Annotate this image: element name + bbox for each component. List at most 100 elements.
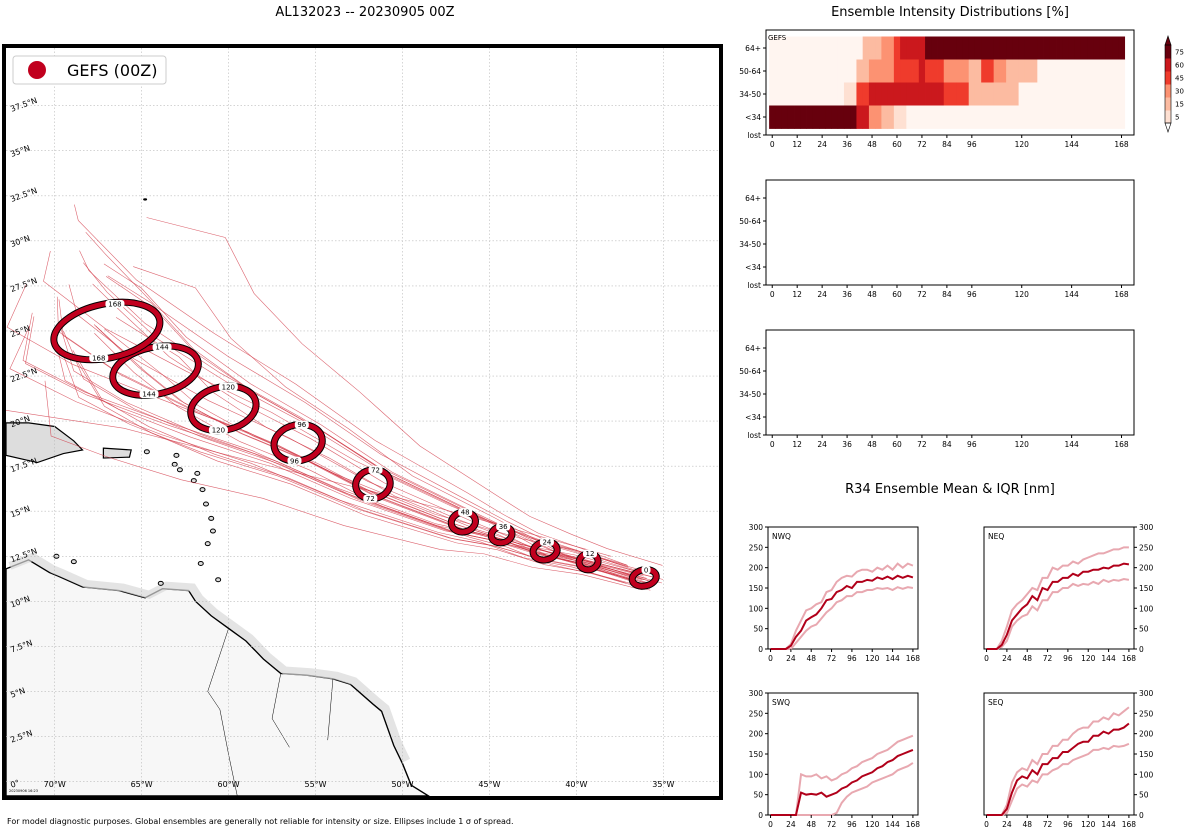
heat-cell <box>956 105 963 129</box>
hour-label-bg <box>496 522 511 531</box>
x-tick-label: 120 <box>1081 654 1096 663</box>
heat-cell <box>862 59 870 83</box>
hour-label: 72 <box>366 495 375 503</box>
heat-cell <box>775 59 782 83</box>
x-tick-label: 96 <box>847 654 857 663</box>
heat-cell <box>1118 59 1126 83</box>
heat-cell <box>987 59 995 83</box>
hour-label: 144 <box>155 344 169 352</box>
map-title: AL132023 -- 20230905 00Z <box>275 5 455 20</box>
x-tick-label: 24 <box>786 654 796 663</box>
heat-cell <box>862 105 870 129</box>
hour-label: 24 <box>542 538 551 546</box>
heat-cell <box>981 105 988 129</box>
heat-cell <box>937 105 945 129</box>
heat-cell <box>769 59 776 83</box>
x-tick-label: 60 <box>892 140 902 149</box>
heat-cell <box>950 36 957 60</box>
heat-cell <box>887 105 895 129</box>
heat-cell <box>1037 82 1044 106</box>
x-tick-label: 24 <box>817 290 827 299</box>
heat-cell <box>912 59 920 83</box>
heat-cell <box>1056 105 1063 129</box>
track-map: 012243648727296961201201441441681680°2.5… <box>2 44 723 800</box>
heat-cell <box>900 59 907 83</box>
x-tick-label: 24 <box>786 820 796 829</box>
y-tick-label: 100 <box>749 604 764 613</box>
heat-cell <box>1062 105 1069 129</box>
heat-cell <box>962 105 970 129</box>
heat-cell <box>1112 105 1119 129</box>
hour-label: 0 <box>644 566 648 574</box>
heat-cell <box>950 59 957 83</box>
heat-cell <box>962 82 970 106</box>
heat-cell <box>1099 59 1107 83</box>
heat-cell <box>806 82 814 106</box>
iqr-lower-line <box>770 586 914 650</box>
colorbar-tick-label: 60 <box>1175 62 1184 70</box>
x-tick-label: 96 <box>1063 654 1073 663</box>
hour-label: 36 <box>499 523 508 531</box>
hour-label-bg <box>208 426 228 435</box>
lat-label: 35°N <box>9 143 31 158</box>
heat-cell <box>1087 36 1094 60</box>
heat-cell <box>925 105 932 129</box>
panel-frame <box>765 179 1135 286</box>
heat-cell <box>1043 36 1051 60</box>
y-tick-label: lost <box>747 131 761 140</box>
heat-cell <box>962 59 970 83</box>
heat-cell <box>893 59 901 83</box>
r34-panel-seq: SEQ 0 50 100 150 200 250 300 0 24 48 72 96 120 144 168 <box>983 689 1154 829</box>
heat-cell <box>918 82 926 106</box>
heat-cell <box>769 105 776 129</box>
island <box>70 559 77 565</box>
hour-label-bg <box>363 494 378 503</box>
y-tick-label: 150 <box>749 750 764 759</box>
heat-cell <box>806 105 814 129</box>
x-tick-label: 0 <box>984 820 989 829</box>
heat-cell <box>1006 59 1013 83</box>
heat-cell <box>1037 105 1044 129</box>
heat-cell <box>875 59 882 83</box>
hour-label-bg <box>287 456 302 465</box>
x-tick-label: 96 <box>967 440 977 449</box>
heat-cell <box>943 36 951 60</box>
quadrant-label: SEQ <box>988 698 1003 707</box>
heat-cell <box>1043 59 1051 83</box>
ellipse-144h <box>110 343 201 398</box>
y-tick-label: 50-64 <box>739 217 761 226</box>
island <box>199 487 206 493</box>
heat-cell <box>781 36 789 60</box>
heat-cell <box>1056 82 1063 106</box>
lat-label: 22.5°N <box>9 366 38 384</box>
x-tick-label: 0 <box>984 654 989 663</box>
country-border <box>327 678 334 741</box>
heat-cell <box>993 82 1001 106</box>
heat-cell <box>981 82 988 106</box>
quadrant-label: SWQ <box>772 698 790 707</box>
x-tick-label: 48 <box>1022 654 1032 663</box>
heat-cell <box>925 82 932 106</box>
heat-cell <box>1074 105 1082 129</box>
heat-cell <box>956 59 963 83</box>
panel-label: GEFS <box>768 34 787 42</box>
hour-label-bg <box>294 420 309 429</box>
heat-cell <box>1024 36 1032 60</box>
ensemble-track <box>94 333 651 591</box>
panel-bg <box>766 330 1134 435</box>
heat-cell <box>1093 36 1101 60</box>
x-tick-label: 24 <box>817 440 827 449</box>
heat-cell <box>918 59 926 83</box>
heat-cell <box>850 59 857 83</box>
heat-cell <box>1105 105 1113 129</box>
heat-cell <box>868 82 876 106</box>
lon-label: 40°W <box>565 780 587 789</box>
island <box>202 501 209 507</box>
x-tick-label: 120 <box>1081 820 1096 829</box>
x-tick-label: 48 <box>867 440 877 449</box>
heat-cell <box>837 82 845 106</box>
x-tick-label: 168 <box>1114 440 1129 449</box>
heat-cell <box>781 82 789 106</box>
heat-cell <box>981 36 988 60</box>
y-tick-label: 300 <box>1139 689 1154 698</box>
